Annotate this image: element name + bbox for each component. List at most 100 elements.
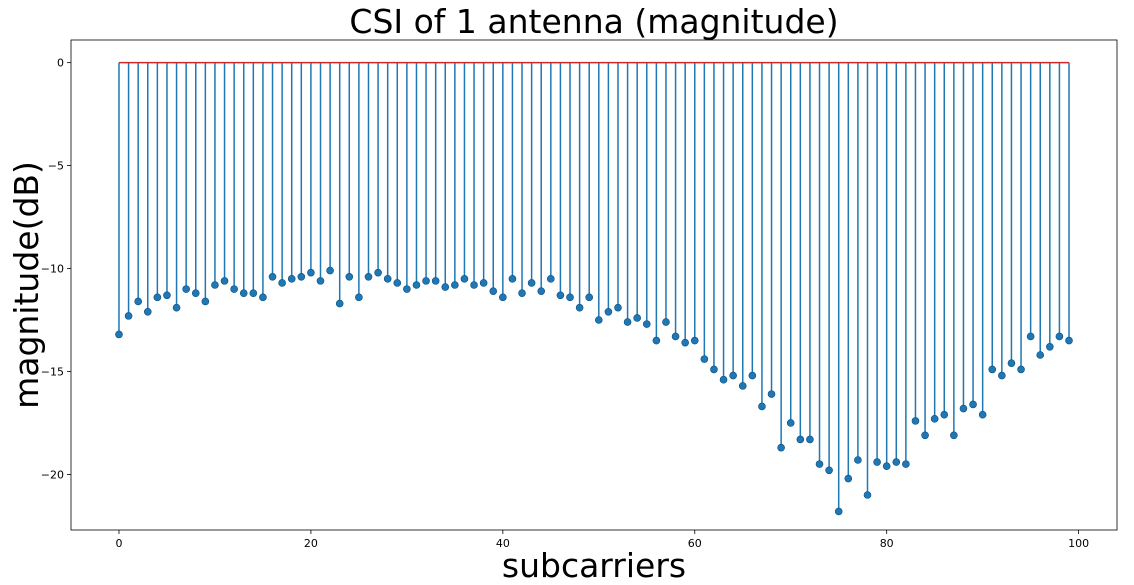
stem-marker — [662, 318, 670, 326]
y-tick-label: 0 — [57, 57, 64, 70]
stem-marker — [182, 285, 190, 293]
stem-marker — [307, 268, 315, 277]
stem-marker — [834, 507, 843, 516]
stem-marker — [364, 272, 373, 281]
stem-marker — [335, 299, 344, 308]
stem-marker — [950, 431, 958, 440]
stem-marker — [652, 336, 661, 345]
stem-marker — [537, 287, 546, 295]
y-tick-label: −15 — [41, 365, 64, 378]
x-tick-label: 20 — [304, 537, 318, 550]
stem-marker — [287, 275, 296, 283]
stem-marker — [556, 291, 565, 300]
stem-marker — [930, 415, 939, 423]
stem-marker — [585, 293, 594, 302]
stem-marker — [623, 318, 632, 326]
stem-marker — [230, 285, 238, 293]
stem-marker — [268, 272, 277, 281]
stem-marker — [460, 275, 469, 283]
stem-marker — [844, 474, 853, 483]
stem-marker — [940, 410, 949, 419]
stem-marker — [316, 277, 325, 285]
stem-marker — [163, 291, 171, 300]
stem-marker — [441, 283, 450, 291]
stem-marker — [412, 281, 421, 289]
x-tick-label: 60 — [688, 537, 702, 550]
stem-marker — [911, 417, 920, 425]
x-tick-label: 40 — [496, 537, 510, 550]
stem-marker — [671, 332, 680, 341]
stem-marker — [710, 365, 718, 374]
stem-marker — [959, 404, 968, 413]
stem-marker — [892, 458, 901, 466]
stem-marker — [1065, 336, 1073, 345]
stem-marker — [700, 355, 709, 363]
stem-marker — [508, 275, 517, 283]
stem-marker — [470, 281, 478, 289]
stem-marker — [815, 460, 824, 468]
stem-marker — [604, 307, 613, 316]
stem-marker — [1007, 359, 1016, 368]
stem-marker — [172, 303, 181, 312]
x-tick-label: 80 — [880, 537, 894, 550]
stem-marker — [594, 316, 603, 324]
stem-marker — [326, 266, 334, 275]
stem-marker — [902, 460, 910, 468]
stem-marker — [1026, 332, 1035, 341]
y-tick-label: −10 — [41, 263, 64, 276]
stem-marker — [729, 371, 737, 380]
plot-area — [115, 61, 1073, 516]
y-axis-label: magnitude(dB) — [7, 161, 46, 409]
stem-marker — [748, 371, 757, 380]
axes-frame — [70, 39, 1118, 531]
stem-marker — [738, 382, 747, 390]
stem-marker — [969, 400, 977, 409]
stem-marker — [143, 307, 152, 316]
stem-marker — [153, 293, 162, 302]
stem-marker — [527, 279, 536, 287]
stem-marker — [451, 281, 459, 289]
stem-marker — [786, 419, 795, 427]
stem-marker — [345, 272, 354, 281]
stem-marker — [259, 293, 267, 302]
stem-marker — [921, 431, 929, 440]
stem-marker — [297, 272, 306, 281]
stem-marker — [825, 466, 833, 475]
stem-marker — [978, 410, 987, 419]
stem-marker — [1036, 351, 1045, 359]
stem-marker — [796, 435, 805, 444]
stem-marker — [355, 293, 363, 302]
stem-marker — [489, 287, 498, 295]
stem-marker — [1055, 332, 1064, 341]
stem-marker — [1046, 342, 1054, 351]
stem-marker — [806, 435, 814, 444]
stem-marker — [518, 289, 526, 298]
stem-marker — [211, 281, 219, 289]
stem-marker — [220, 277, 229, 285]
stem-marker — [998, 371, 1006, 380]
stem-marker — [278, 279, 286, 287]
stem-marker — [191, 289, 200, 298]
stem-marker — [719, 375, 728, 384]
stem-marker — [767, 390, 776, 398]
stem-marker — [249, 289, 258, 298]
stem-marker — [431, 277, 440, 285]
stem-marker — [681, 338, 689, 347]
x-axis-label: subcarriers — [502, 546, 686, 585]
stem-marker — [403, 285, 411, 293]
stem-marker — [1017, 365, 1025, 374]
stem-marker — [566, 293, 574, 302]
x-tick-label: 100 — [1068, 537, 1089, 550]
stem-marker — [134, 297, 142, 306]
stem-marker — [575, 303, 584, 312]
stem-marker — [758, 402, 766, 411]
stem-marker — [115, 330, 123, 339]
stem-marker — [690, 336, 699, 345]
stem-marker — [124, 312, 133, 320]
stem-marker — [633, 314, 641, 322]
stem-marker — [479, 279, 488, 287]
stem-marker — [642, 320, 651, 328]
stem-marker — [201, 297, 210, 306]
stem-marker — [988, 365, 997, 374]
y-tick-label: −20 — [41, 468, 64, 481]
